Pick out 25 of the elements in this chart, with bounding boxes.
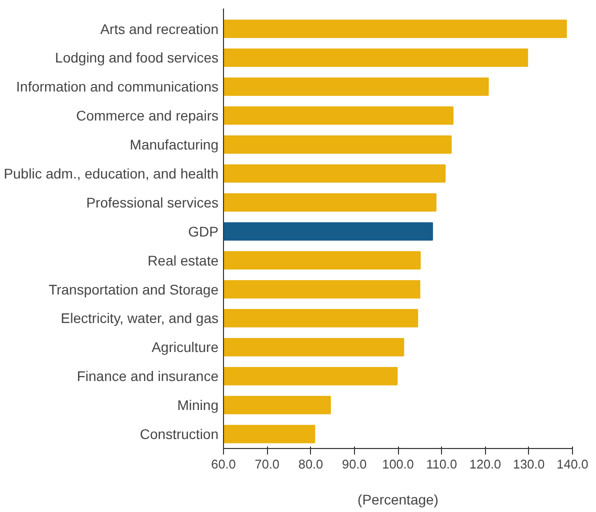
y-tick-label: GDP bbox=[188, 223, 219, 240]
x-tick-label: 140.0 bbox=[556, 458, 588, 472]
y-tick-label: Construction bbox=[140, 426, 218, 442]
y-tick-label: Transportation and Storage bbox=[48, 281, 219, 298]
y-tick-label: Finance and insurance bbox=[76, 368, 219, 384]
x-tick-label: 130.0 bbox=[513, 458, 545, 472]
x-tick-label: 90.0 bbox=[342, 458, 367, 472]
y-tick-label: Manufacturing bbox=[130, 136, 218, 153]
y-tick-label: Arts and recreation bbox=[100, 20, 219, 37]
y-tick-label: Information and communications bbox=[16, 78, 219, 95]
x-tick-label: 70.0 bbox=[254, 458, 280, 472]
y-tick-label: Commerce and repairs bbox=[76, 108, 219, 124]
y-tick-label: Public adm., education, and health bbox=[4, 166, 218, 182]
x-tick-label: 80.0 bbox=[298, 458, 324, 472]
x-axis-title: (Percentage) bbox=[358, 492, 438, 508]
x-tick-label: 100.0 bbox=[382, 458, 414, 472]
y-tick-label: Mining bbox=[177, 397, 219, 414]
y-tick-label: Agriculture bbox=[152, 339, 219, 356]
x-tick-label: 110.0 bbox=[426, 458, 457, 472]
y-tick-label: Electricity, water, and gas bbox=[60, 310, 219, 326]
y-tick-label: Lodging and food services bbox=[55, 50, 219, 66]
x-tick-label: 120.0 bbox=[469, 458, 502, 472]
y-tick-label: Real estate bbox=[148, 252, 219, 268]
y-tick-label: Professional services bbox=[86, 194, 219, 210]
x-tick-label: 60.0 bbox=[211, 458, 236, 472]
